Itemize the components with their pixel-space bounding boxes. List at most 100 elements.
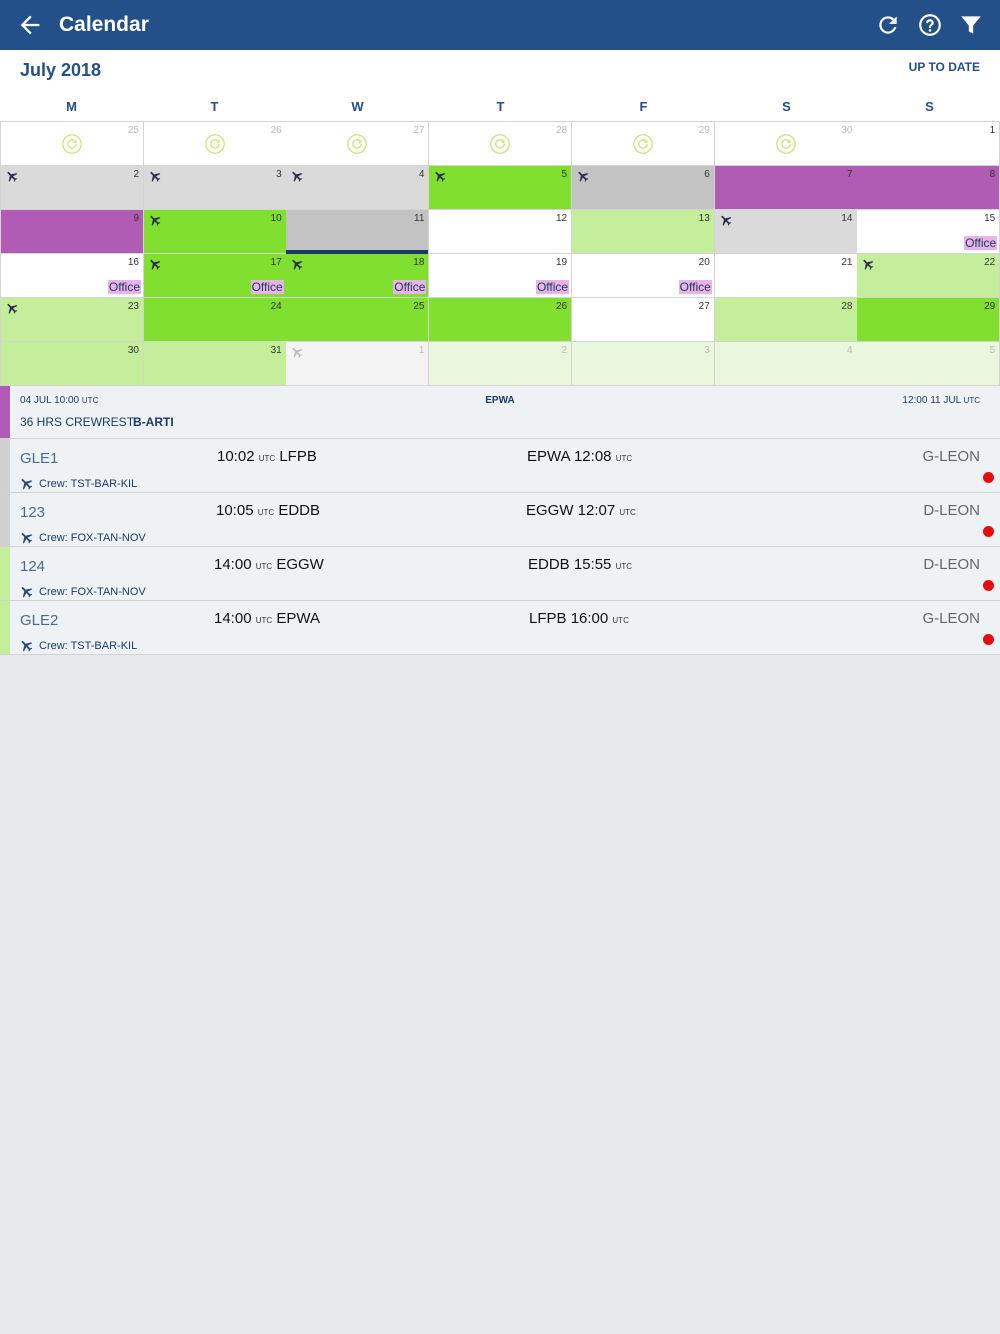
departure-time-unit: UTC: [255, 562, 273, 571]
calendar-day[interactable]: 8: [857, 166, 1000, 210]
crew-list: Crew: FOX-TAN-NOV: [39, 532, 146, 544]
calendar-day[interactable]: 28: [429, 122, 573, 166]
day-number: 5: [989, 345, 996, 356]
arrival-airport: EDDB: [528, 556, 570, 573]
calendar-day[interactable]: 1: [286, 342, 430, 386]
calendar-day[interactable]: 13: [571, 210, 715, 254]
calendar-day[interactable]: 22: [857, 254, 1000, 298]
calendar-day[interactable]: 4: [286, 166, 430, 210]
day-number: 24: [270, 301, 282, 312]
plane-icon: [21, 479, 33, 490]
arrival-airport: LFPB: [529, 610, 567, 627]
departure: 10:02 UTC LFPB: [217, 448, 317, 465]
page-title: Calendar: [59, 13, 149, 36]
arrival-airport: EGGW: [526, 502, 574, 519]
sync-icon: [62, 134, 82, 154]
day-number: 15: [984, 213, 996, 224]
arrival-time: 12:07: [577, 502, 616, 519]
day-number: 27: [413, 125, 425, 136]
calendar-day[interactable]: 10: [143, 210, 287, 254]
calendar-day[interactable]: 3: [143, 166, 287, 210]
calendar-day[interactable]: 29: [857, 298, 1000, 342]
office-badge: Office: [678, 280, 712, 294]
arrival-time-unit: UTC: [612, 616, 629, 625]
departure: 10:05 UTC EDDB: [216, 502, 320, 519]
day-number: 1: [418, 345, 425, 356]
status-dot: [983, 526, 994, 537]
day-number: 30: [841, 125, 853, 136]
status-dot: [983, 580, 994, 591]
calendar-day[interactable]: 29: [571, 122, 715, 166]
calendar-day[interactable]: 18 Office: [286, 254, 430, 298]
calendar-day[interactable]: 26: [143, 122, 287, 166]
departure-time: 14:00: [214, 610, 252, 627]
calendar-day[interactable]: 21: [714, 254, 858, 298]
calendar-day[interactable]: 6: [571, 166, 715, 210]
calendar-day[interactable]: 15 Office: [857, 210, 1000, 254]
crew-list: Crew: TST-BAR-KIL: [39, 640, 138, 652]
day-number: 26: [555, 301, 568, 312]
calendar-day[interactable]: 17 Office: [143, 254, 287, 298]
day-number: 23: [127, 301, 139, 312]
crew-list: Crew: TST-BAR-KIL: [39, 478, 138, 490]
rest-start-time: 04 JUL 10:00: [20, 395, 80, 406]
arrow-left-icon[interactable]: [16, 11, 44, 39]
calendar-day[interactable]: 4: [714, 342, 858, 386]
calendar-day[interactable]: 2: [429, 342, 573, 386]
app-bar: Calendar: [0, 0, 1000, 50]
calendar-day[interactable]: 16 Office: [1, 254, 144, 298]
rest-start-unit: UTC: [81, 396, 99, 405]
calendar-day[interactable]: 30: [714, 122, 858, 166]
calendar-day[interactable]: 7: [714, 166, 858, 210]
calendar-day[interactable]: 12: [429, 210, 573, 254]
calendar-day[interactable]: 20 Office: [571, 254, 715, 298]
calendar-day[interactable]: 24: [143, 298, 287, 342]
arrival-time-unit: UTC: [615, 562, 633, 571]
calendar-day[interactable]: 31: [143, 342, 287, 386]
calendar-day[interactable]: 23: [1, 298, 144, 342]
calendar-day[interactable]: 2: [1, 166, 144, 210]
filter-icon[interactable]: [958, 12, 984, 38]
day-number: 4: [846, 345, 853, 356]
flight-number: GLE2: [20, 612, 59, 629]
refresh-icon[interactable]: [875, 12, 901, 38]
day-number: 20: [698, 257, 710, 268]
calendar-day[interactable]: 27: [286, 122, 430, 166]
calendar-day[interactable]: 26: [429, 298, 573, 342]
calendar-day[interactable]: 5: [857, 342, 1000, 386]
crew-rest-row[interactable]: 04 JUL 10:00 UTC EPWA 12:00 11 JUL UTC 3…: [0, 386, 1000, 439]
help-circle-icon[interactable]: [917, 12, 943, 38]
rest-registration: B-ARTI: [133, 415, 174, 429]
day-number: 2: [133, 169, 139, 180]
calendar-day[interactable]: 25: [1, 122, 144, 166]
weekday-label: T: [210, 99, 219, 114]
day-number: 22: [984, 257, 996, 268]
day-number: 2: [561, 345, 568, 356]
day-number: 16: [127, 257, 139, 268]
arrival: EPWA 12:08 UTC: [527, 448, 632, 465]
sync-icon: [347, 134, 368, 154]
calendar-day[interactable]: 28: [714, 298, 858, 342]
calendar-day[interactable]: 11: [286, 210, 430, 254]
calendar-day[interactable]: 5: [429, 166, 573, 210]
day-number: 5: [561, 169, 568, 180]
day-number: 17: [270, 257, 282, 268]
departure: 14:00 UTC EPWA: [214, 610, 320, 627]
calendar-day[interactable]: 9: [1, 210, 144, 254]
day-number: 18: [413, 257, 425, 268]
calendar-day[interactable]: 27: [571, 298, 715, 342]
flight-row[interactable]: 123 10:05 UTC EDDB EGGW 12:07 UTC D-LEON Cre…: [0, 493, 1000, 547]
calendar-day[interactable]: 19 Office: [429, 254, 573, 298]
flight-row[interactable]: GLE2 14:00 UTC EPWA LFPB 16:00 UTC G-LEON Cr…: [0, 601, 1000, 655]
departure-airport: LFPB: [279, 448, 317, 465]
plane-icon: [7, 171, 18, 182]
day-number: 1: [989, 125, 996, 136]
calendar-day[interactable]: 1: [857, 122, 1000, 166]
calendar-day[interactable]: 25: [286, 298, 430, 342]
flight-row[interactable]: GLE1 10:02 UTC LFPB EPWA 12:08 UTC G-LEON Cr…: [0, 439, 1000, 493]
flight-row[interactable]: 124 14:00 UTC EGGW EDDB 15:55 UTC D-LEON Cre…: [0, 547, 1000, 601]
calendar-day[interactable]: 14: [714, 210, 858, 254]
calendar-day[interactable]: 3: [571, 342, 715, 386]
day-number: 7: [846, 169, 853, 180]
calendar-day[interactable]: 30: [1, 342, 144, 386]
